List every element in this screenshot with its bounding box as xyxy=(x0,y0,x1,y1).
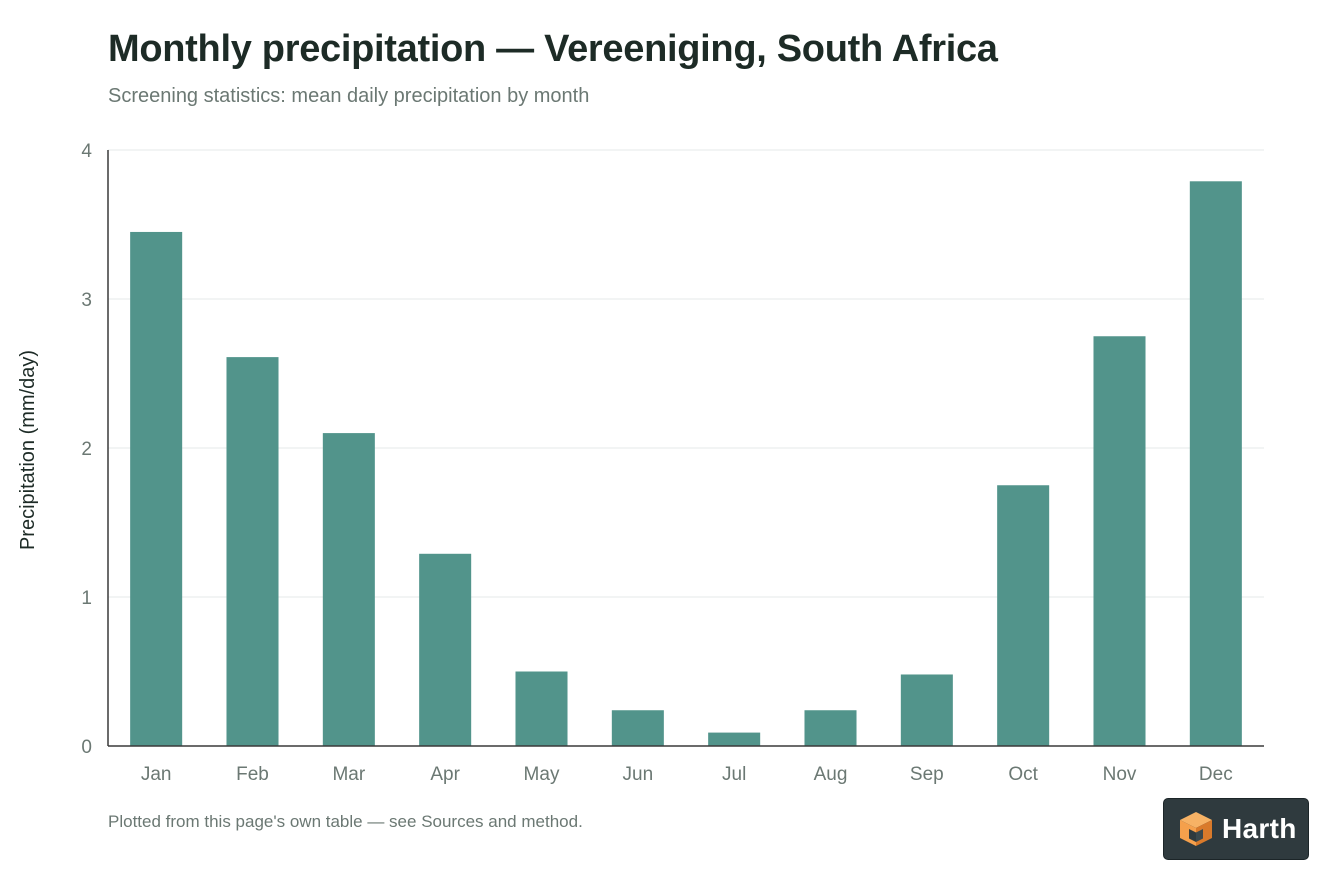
y-axis-label: Precipitation (mm/day) xyxy=(17,350,39,550)
x-tick-label: Jun xyxy=(623,764,654,785)
x-tick-label: Aug xyxy=(814,764,848,785)
bar-oct xyxy=(997,485,1050,746)
x-tick-label: Jan xyxy=(141,764,172,785)
x-tick-label: Feb xyxy=(236,764,269,785)
bars xyxy=(130,181,1242,747)
bar-dec xyxy=(1189,181,1242,747)
x-tick-label: Nov xyxy=(1103,764,1137,785)
y-tick-label: 0 xyxy=(81,737,92,758)
x-tick-label: Oct xyxy=(1008,764,1038,785)
x-tick-label: Jul xyxy=(722,764,746,785)
bar-jul xyxy=(708,732,761,746)
gridlines xyxy=(108,149,1264,598)
y-tick-label: 3 xyxy=(81,290,92,311)
footnote: Plotted from this page's own table — see… xyxy=(108,812,583,831)
harth-cube-icon xyxy=(1180,812,1212,846)
y-tick-label: 2 xyxy=(81,439,92,460)
bar-jun xyxy=(611,710,664,746)
x-tick-label: Dec xyxy=(1199,764,1233,785)
bar-apr xyxy=(419,553,472,746)
x-tick-label: May xyxy=(524,764,560,785)
axes xyxy=(107,150,1264,747)
tick-labels: 0 1 2 3 4 Jan Feb Mar Apr May Jun Jul Aug Sep Oct Nov De… xyxy=(81,141,1232,785)
bar-jan xyxy=(130,231,183,746)
bar-mar xyxy=(322,433,375,746)
harth-logo[interactable]: Harth xyxy=(1163,798,1309,860)
bar-nov xyxy=(1093,336,1146,746)
bar-aug xyxy=(804,710,857,746)
logo-text: Harth xyxy=(1222,813,1297,844)
bar-feb xyxy=(226,357,279,746)
y-tick-label: 4 xyxy=(81,141,92,162)
x-tick-label: Mar xyxy=(332,764,365,785)
bar-may xyxy=(515,671,568,746)
bar-sep xyxy=(900,674,953,746)
y-tick-label: 1 xyxy=(81,588,92,609)
x-tick-label: Apr xyxy=(430,764,460,785)
chart-title: Monthly precipitation — Vereeniging, Sou… xyxy=(108,28,998,70)
x-tick-label: Sep xyxy=(910,764,944,785)
chart-subtitle: Screening statistics: mean daily precipi… xyxy=(108,85,590,107)
